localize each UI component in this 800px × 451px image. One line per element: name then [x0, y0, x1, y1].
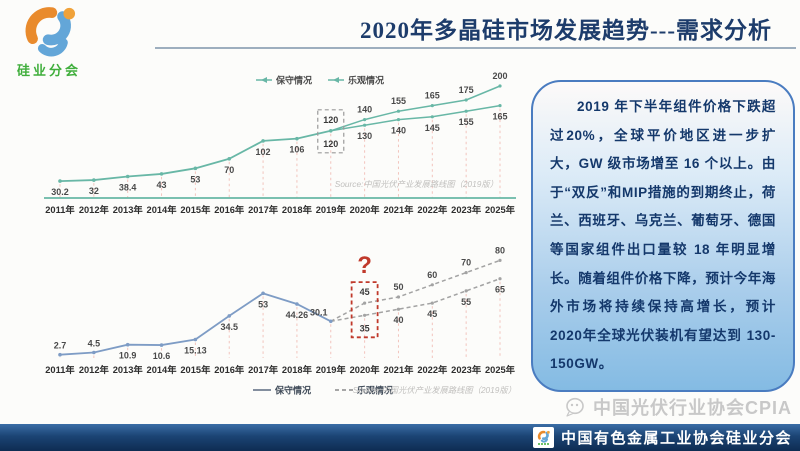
svg-text:140: 140 [357, 105, 372, 115]
svg-text:165: 165 [425, 91, 440, 101]
svg-text:43: 43 [157, 180, 167, 190]
svg-text:2013年: 2013年 [113, 204, 144, 215]
association-name: 中国有色金属工业协会硅业分会 [560, 430, 792, 447]
svg-text:200: 200 [492, 71, 507, 81]
svg-text:80: 80 [495, 245, 505, 255]
svg-text:2013年: 2013年 [113, 364, 144, 375]
svg-text:130: 130 [357, 131, 372, 141]
svg-text:2023年: 2023年 [451, 364, 482, 375]
svg-text:2016年: 2016年 [214, 204, 245, 215]
svg-text:34.5: 34.5 [220, 322, 238, 332]
svg-text:65: 65 [495, 285, 505, 295]
analysis-note: 2019 年下半年组件价格下跌超过20%，全球平价地区进一步扩大，GW 级市场增… [531, 80, 795, 392]
svg-text:38.4: 38.4 [119, 182, 137, 192]
logo-text: 硅业分会 [16, 63, 81, 78]
svg-text:2019年: 2019年 [316, 204, 347, 215]
svg-text:53: 53 [258, 299, 268, 309]
svg-text:2021年: 2021年 [383, 364, 414, 375]
china-pv-installation-chart: 2.7 4.5 10.9 10.6 15.13 34.5 53 44.26 30.1 50 40 60… [28, 238, 528, 398]
svg-text:165: 165 [492, 112, 507, 122]
svg-text:35: 35 [360, 323, 370, 333]
svg-text:2.7: 2.7 [54, 341, 67, 351]
svg-text:保守情况: 保守情况 [275, 75, 312, 86]
page-title: 2020年多晶硅市场发展趋势---需求分析 [360, 18, 772, 43]
svg-text:2016年: 2016年 [214, 364, 245, 375]
svg-text:50: 50 [393, 282, 403, 292]
svg-text:40: 40 [393, 315, 403, 325]
svg-text:120: 120 [323, 115, 338, 125]
svg-text:乐观情况: 乐观情况 [348, 75, 384, 86]
svg-text:60: 60 [427, 270, 437, 280]
svg-text:44.26: 44.26 [286, 310, 309, 320]
svg-text:2020年: 2020年 [350, 364, 381, 375]
svg-text:155: 155 [459, 117, 474, 127]
global-pv-installation-chart-svg: 30.2 32 38.4 43 53 70 102 106 140 130 155 140 165 145… [44, 71, 516, 215]
svg-text:2012年: 2012年 [79, 204, 110, 215]
title-underline [155, 47, 796, 49]
svg-text:2018年: 2018年 [282, 204, 313, 215]
svg-text:2022年: 2022年 [417, 364, 448, 375]
svg-text:2012年: 2012年 [79, 364, 110, 375]
svg-text:102: 102 [256, 147, 271, 157]
svg-text:2015年: 2015年 [180, 364, 211, 375]
svg-text:2014年: 2014年 [147, 364, 178, 375]
svg-text:乐观情况: 乐观情况 [357, 385, 393, 396]
svg-text:2019年: 2019年 [316, 364, 347, 375]
svg-text:2015年: 2015年 [180, 204, 211, 215]
svg-text:2022年: 2022年 [417, 204, 448, 215]
watermark-text: 中国光伏行业协会CPIA [592, 398, 792, 418]
svg-text:2020年: 2020年 [350, 204, 381, 215]
association-logo: 硅业分会 [8, 4, 90, 79]
svg-text:45: 45 [427, 309, 437, 319]
svg-text:15.13: 15.13 [184, 346, 207, 356]
svg-text:2017年: 2017年 [248, 364, 279, 375]
svg-text:70: 70 [224, 165, 234, 175]
svg-text:Source:中国光伏产业发展路线图（2019版）: Source:中国光伏产业发展路线图（2019版） [353, 385, 516, 395]
svg-text:175: 175 [459, 85, 474, 95]
wechat-icon [566, 397, 584, 417]
svg-text:32: 32 [89, 186, 99, 196]
svg-text:2025年: 2025年 [485, 364, 516, 375]
svg-text:2023年: 2023年 [451, 204, 482, 215]
global-pv-installation-chart: 30.2 32 38.4 43 53 70 102 106 140 130 155 140 165 145… [28, 66, 528, 226]
svg-text:45: 45 [360, 287, 370, 297]
svg-text:140: 140 [391, 126, 406, 136]
svg-text:2021年: 2021年 [383, 204, 414, 215]
svg-text:145: 145 [425, 123, 440, 133]
svg-text:2011年: 2011年 [45, 204, 75, 215]
svg-text:保守情况: 保守情况 [274, 385, 311, 396]
si-logo-small [532, 427, 554, 448]
svg-text:30.2: 30.2 [51, 187, 69, 197]
svg-text:53: 53 [190, 174, 200, 184]
svg-text:2025年: 2025年 [485, 204, 516, 215]
svg-text:55: 55 [461, 297, 471, 307]
svg-text:2014年: 2014年 [147, 204, 178, 215]
svg-text:4.5: 4.5 [88, 339, 101, 349]
svg-text:106: 106 [289, 145, 304, 155]
svg-text:2018年: 2018年 [282, 364, 313, 375]
logo-dots [537, 443, 549, 445]
svg-text:2011年: 2011年 [45, 364, 75, 375]
svg-text:Source:中国光伏产业发展路线图（2019版）: Source:中国光伏产业发展路线图（2019版） [335, 179, 498, 189]
svg-text:10.6: 10.6 [153, 351, 171, 361]
si-logo-icon [25, 7, 76, 57]
si-logo-small-icon [537, 430, 550, 443]
svg-text:155: 155 [391, 96, 406, 106]
svg-text:120: 120 [323, 139, 338, 149]
svg-text:30.1: 30.1 [310, 307, 328, 317]
cpia-watermark: 中国光伏行业协会CPIA [564, 394, 792, 420]
svg-text:?: ? [357, 252, 372, 279]
china-pv-installation-chart-svg: 2.7 4.5 10.9 10.6 15.13 34.5 53 44.26 30.1 50 40 60… [45, 245, 516, 396]
footer-bar: 中国有色金属工业协会硅业分会 [0, 424, 800, 451]
svg-text:10.9: 10.9 [119, 351, 137, 361]
svg-text:2017年: 2017年 [248, 204, 279, 215]
svg-text:70: 70 [461, 258, 471, 268]
